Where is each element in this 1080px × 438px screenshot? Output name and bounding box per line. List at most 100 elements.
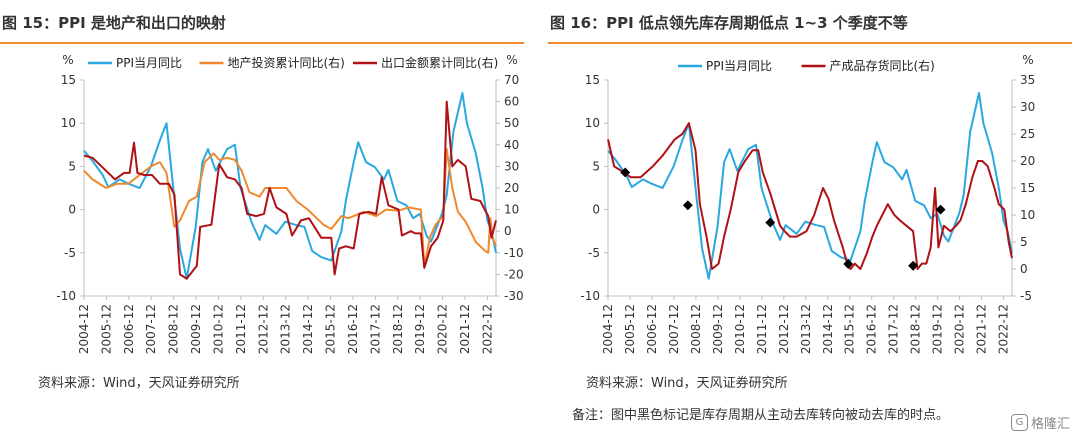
right-tick-label: 10 xyxy=(1020,208,1035,222)
left-tick-label: -5 xyxy=(64,246,76,260)
x-tick-label: 2009-12 xyxy=(711,304,725,354)
series-line-2 xyxy=(83,100,497,280)
x-tick-label: 2016-12 xyxy=(865,304,879,354)
inventory-turn-marker xyxy=(843,259,854,269)
figure-15-source: 资料来源：Wind，天风证券研究所 xyxy=(38,376,240,391)
right-tick-label: 0 xyxy=(504,224,512,238)
series-line-1 xyxy=(607,122,1013,270)
inventory-turn-marker xyxy=(935,204,946,215)
x-tick-label: 2008-12 xyxy=(689,304,703,354)
figure-15-chart: % % -10 -5 0 5 10 15 -30 -20 -10 0 10 20 30 40 50 60 70 200… xyxy=(56,53,524,354)
right-tick-label: 20 xyxy=(504,181,519,195)
x-tick-label: 2018-12 xyxy=(909,304,923,354)
left-tick-label: 0 xyxy=(592,203,600,217)
right-tick-label: 30 xyxy=(504,159,519,173)
x-tick-label: 2022-12 xyxy=(480,304,494,354)
x-tick-label: 2009-12 xyxy=(189,304,203,354)
legend-label-0: PPI当月同比 xyxy=(116,56,182,70)
x-tick-label: 2021-12 xyxy=(975,304,989,354)
x-tick-label: 2015-12 xyxy=(843,304,857,354)
x-tick-label: 2020-12 xyxy=(953,304,967,354)
legend-label-0: PPI当月同比 xyxy=(706,59,772,73)
x-tick-label: 2011-12 xyxy=(234,304,248,354)
x-tick-label: 2008-12 xyxy=(167,304,181,354)
right-tick-label: -5 xyxy=(1020,289,1032,303)
series-line-0 xyxy=(607,92,1013,280)
series-line-1 xyxy=(83,148,497,267)
x-tick-label: 2014-12 xyxy=(301,304,315,354)
x-tick-label: 2020-12 xyxy=(436,304,450,354)
left-tick-label: 5 xyxy=(592,159,600,173)
right-tick-label: 40 xyxy=(504,138,519,152)
x-tick-label: 2013-12 xyxy=(799,304,813,354)
legend-label-2: 出口金额累计同比(右) xyxy=(381,55,498,70)
x-tick-label: 2006-12 xyxy=(645,304,659,354)
left-tick-label: 10 xyxy=(61,116,76,130)
right-tick-label: 20 xyxy=(1020,154,1035,168)
inventory-turn-marker xyxy=(682,200,693,211)
x-tick-label: 2018-12 xyxy=(391,304,405,354)
figure-16-source: 资料来源：Wind，天风证券研究所 xyxy=(586,376,788,391)
inventory-turn-marker xyxy=(765,217,776,228)
x-tick-label: 2014-12 xyxy=(821,304,835,354)
left-tick-label: 10 xyxy=(585,116,600,130)
legend-label-1: 地产投资累计同比(右) xyxy=(228,55,345,70)
right-tick-label: -20 xyxy=(504,267,524,281)
x-tick-label: 2007-12 xyxy=(667,304,681,354)
figure-15-title: 图 15：PPI 是地产和出口的映射 xyxy=(2,14,226,32)
left-tick-label: 15 xyxy=(585,73,600,87)
x-tick-label: 2019-12 xyxy=(413,304,427,354)
figure-16-title-rule xyxy=(548,42,1072,44)
left-tick-label: 15 xyxy=(61,73,76,87)
right-tick-label: -30 xyxy=(504,289,524,303)
figure-15-panel: 图 15：PPI 是地产和出口的映射 %% -10 -5 0 5 10 15 -30 -20 -1… xyxy=(0,0,530,438)
left-tick-label: 0 xyxy=(68,203,76,217)
left-tick-label: -5 xyxy=(588,246,600,260)
figure-16-title: 图 16：PPI 低点领先库存周期低点 1~3 个季度不等 xyxy=(550,14,908,32)
left-tick-label: 5 xyxy=(68,159,76,173)
left-tick-label: -10 xyxy=(580,289,600,303)
watermark: G 格隆汇 xyxy=(1010,413,1070,432)
x-tick-label: 2005-12 xyxy=(623,304,637,354)
x-tick-label: 2011-12 xyxy=(755,304,769,354)
g-logo-icon: G xyxy=(1010,414,1028,431)
series-line-0 xyxy=(83,92,497,280)
right-tick-label: 5 xyxy=(1020,235,1028,249)
figure-16-panel: 图 16：PPI 低点领先库存周期低点 1~3 个季度不等 % -10 -5 0 5 10… xyxy=(548,0,1078,438)
x-tick-label: 2012-12 xyxy=(256,304,270,354)
x-tick-label: 2004-12 xyxy=(601,304,615,354)
right-tick-label: 10 xyxy=(504,203,519,217)
x-tick-label: 2015-12 xyxy=(324,304,338,354)
left-unit-label: % xyxy=(62,53,73,67)
x-tick-label: 2019-12 xyxy=(931,304,945,354)
inventory-turn-marker xyxy=(908,260,919,271)
right-tick-label: 50 xyxy=(504,116,519,130)
x-tick-label: 2006-12 xyxy=(122,304,136,354)
figure-16-note: 备注：图中黑色标记是库存周期从主动去库转向被动去库的时点。 xyxy=(572,408,950,423)
watermark-text: 格隆汇 xyxy=(1030,417,1070,432)
right-unit-label: % xyxy=(1022,53,1033,67)
x-tick-label: 2022-12 xyxy=(997,304,1011,354)
x-tick-label: 2016-12 xyxy=(346,304,360,354)
x-tick-label: 2013-12 xyxy=(279,304,293,354)
x-tick-label: 2017-12 xyxy=(887,304,901,354)
left-tick-label: -10 xyxy=(56,289,76,303)
right-tick-label: 70 xyxy=(504,73,519,87)
x-tick-label: 2004-12 xyxy=(77,304,91,354)
x-tick-label: 2010-12 xyxy=(211,304,225,354)
right-tick-label: 35 xyxy=(1020,73,1035,87)
right-tick-label: 0 xyxy=(1020,262,1028,276)
figure-16-chart: % -10 -5 0 5 10 15 -5 0 5 10 15 20 25 30 35 2004-12 2005-… xyxy=(580,53,1035,354)
right-unit-label: % xyxy=(506,53,517,67)
right-tick-label: -10 xyxy=(504,246,524,260)
legend-label-1: 产成品存货同比(右) xyxy=(830,58,935,73)
figure-15-title-rule xyxy=(0,42,524,44)
x-tick-label: 2010-12 xyxy=(733,304,747,354)
x-tick-label: 2021-12 xyxy=(458,304,472,354)
right-tick-label: 30 xyxy=(1020,100,1035,114)
right-tick-label: 25 xyxy=(1020,127,1035,141)
x-tick-label: 2007-12 xyxy=(144,304,158,354)
x-tick-label: 2005-12 xyxy=(99,304,113,354)
right-tick-label: 15 xyxy=(1020,181,1035,195)
right-tick-label: 60 xyxy=(504,95,519,109)
